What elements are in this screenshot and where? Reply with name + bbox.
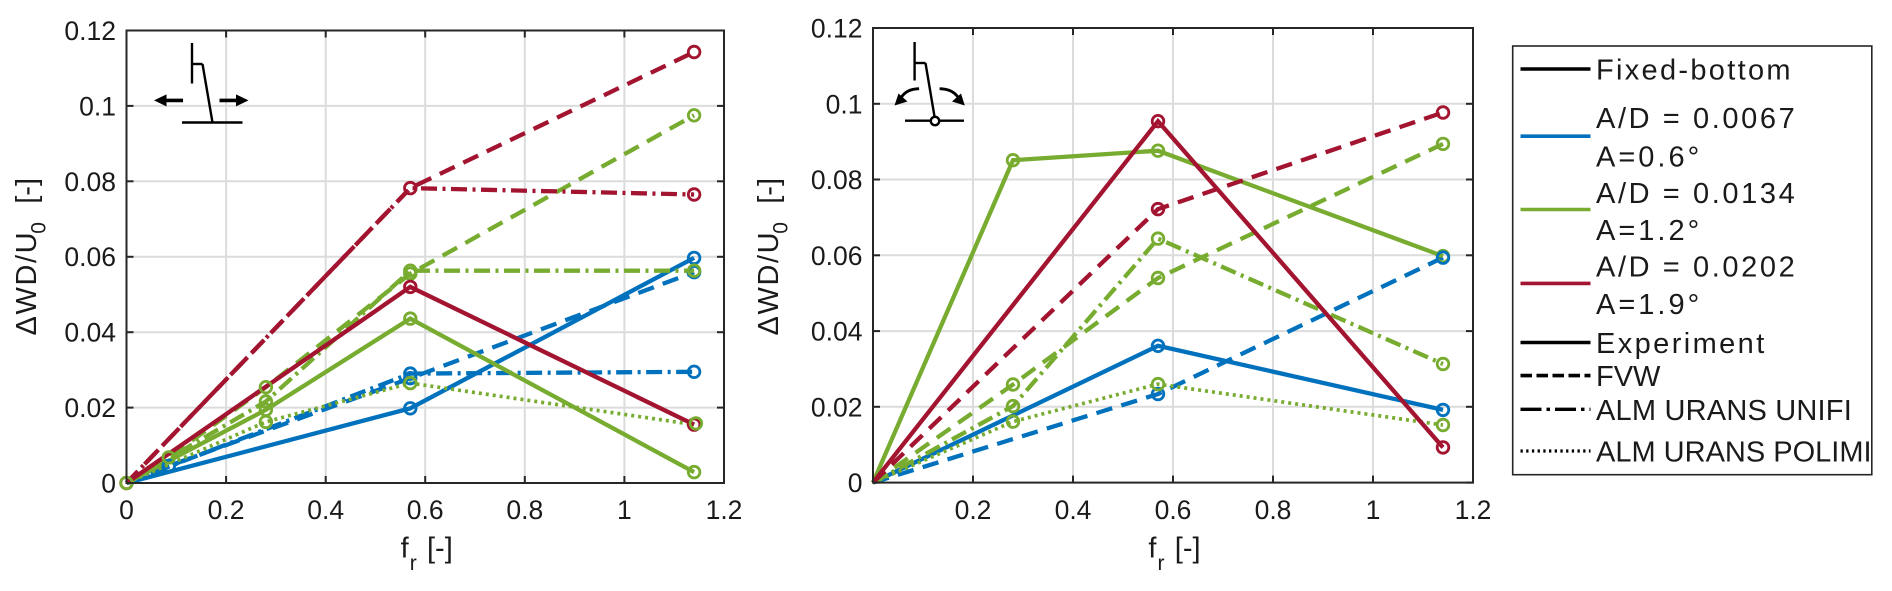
svg-text:0.8: 0.8 (506, 495, 543, 525)
svg-text:0.4: 0.4 (1055, 495, 1092, 525)
svg-text:0: 0 (770, 222, 793, 234)
svg-text:Experiment: Experiment (1596, 328, 1767, 360)
svg-text:A/D = 0.0202: A/D = 0.0202 (1596, 252, 1797, 284)
svg-text:FVW: FVW (1596, 361, 1661, 393)
svg-text:f: f (1148, 533, 1157, 565)
svg-text:A=1.2°: A=1.2° (1596, 215, 1702, 247)
svg-text:r: r (1158, 552, 1165, 575)
svg-text:0.2: 0.2 (208, 495, 245, 525)
svg-text:r: r (410, 552, 417, 575)
svg-text:0.1: 0.1 (79, 91, 116, 121)
svg-text:[-]: [-] (1175, 533, 1201, 565)
svg-text:A/D = 0.0067: A/D = 0.0067 (1596, 103, 1797, 135)
svg-text:1: 1 (617, 495, 632, 525)
svg-text:0.06: 0.06 (64, 242, 116, 272)
svg-text:1.2: 1.2 (706, 495, 743, 525)
svg-text:0: 0 (28, 222, 51, 234)
svg-text:0.6: 0.6 (407, 495, 444, 525)
svg-text:0.12: 0.12 (811, 14, 863, 44)
svg-text:ALM URANS POLIMI: ALM URANS POLIMI (1596, 437, 1872, 469)
svg-text:A=0.6°: A=0.6° (1596, 141, 1702, 173)
svg-text:0.1: 0.1 (826, 89, 863, 119)
svg-text:[-]: [-] (427, 533, 453, 565)
svg-text:0.02: 0.02 (64, 393, 116, 423)
svg-text:0.4: 0.4 (307, 495, 344, 525)
svg-text:0.08: 0.08 (811, 165, 863, 195)
svg-text:0.8: 0.8 (1255, 495, 1292, 525)
svg-text:0.04: 0.04 (64, 318, 116, 348)
svg-text:f: f (401, 533, 410, 565)
svg-text:0.2: 0.2 (955, 495, 992, 525)
svg-text:ΔWD/U: ΔWD/U (753, 231, 785, 336)
svg-text:[-]: [-] (11, 178, 43, 204)
svg-text:0.6: 0.6 (1155, 495, 1192, 525)
svg-text:[-]: [-] (753, 178, 785, 204)
svg-text:A/D = 0.0134: A/D = 0.0134 (1596, 178, 1797, 210)
svg-text:0.08: 0.08 (64, 167, 116, 197)
svg-text:0.02: 0.02 (811, 392, 863, 422)
svg-text:0: 0 (101, 469, 116, 499)
svg-text:1: 1 (1366, 495, 1381, 525)
svg-text:0: 0 (119, 495, 134, 525)
svg-text:0.06: 0.06 (811, 241, 863, 271)
svg-text:0: 0 (848, 468, 863, 498)
svg-text:ALM URANS UNIFI: ALM URANS UNIFI (1596, 395, 1852, 427)
svg-text:A=1.9°: A=1.9° (1596, 289, 1702, 321)
svg-text:ΔWD/U: ΔWD/U (11, 231, 43, 336)
svg-text:1.2: 1.2 (1455, 495, 1492, 525)
svg-text:0.04: 0.04 (811, 317, 863, 347)
svg-text:Fixed-bottom: Fixed-bottom (1596, 55, 1793, 87)
svg-text:0.12: 0.12 (64, 16, 116, 46)
